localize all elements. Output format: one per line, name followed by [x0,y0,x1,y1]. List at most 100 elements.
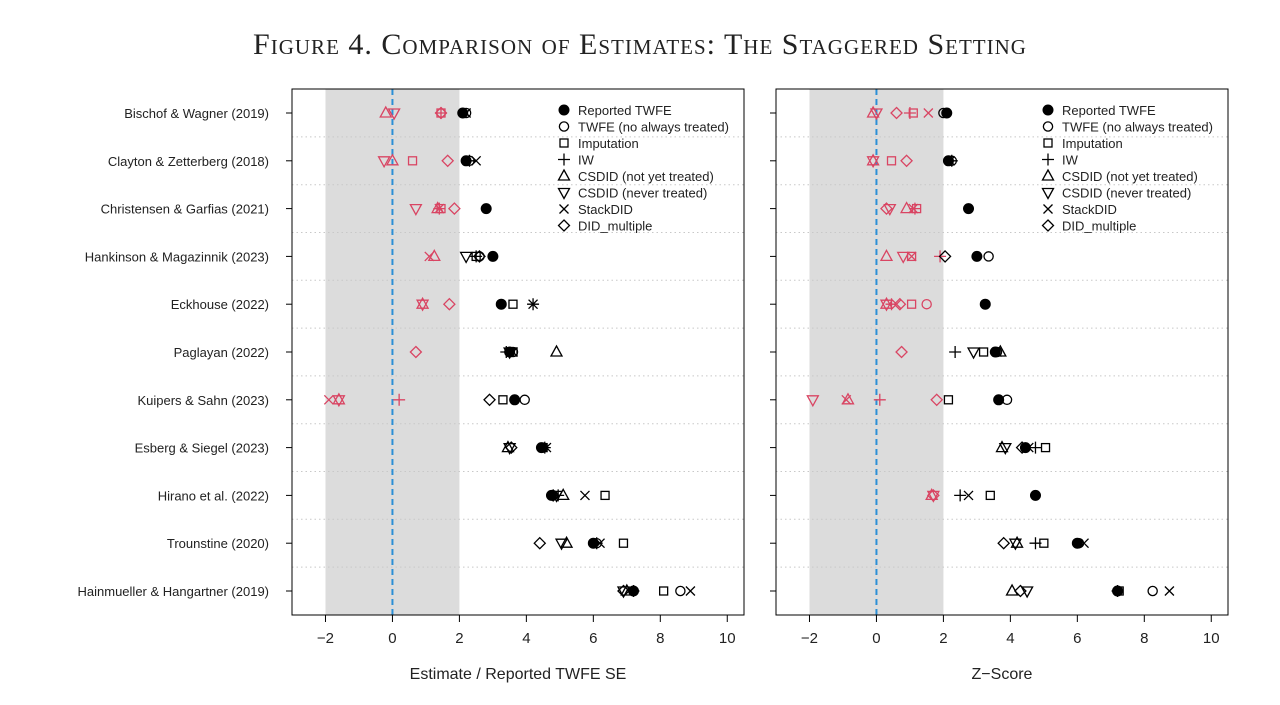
point-csdid-not-yet-treated-row-10 [559,535,574,548]
point-reported-twfe-row-5 [979,298,991,310]
point-stackdid-row-9 [963,490,974,501]
point-stackdid-row-7 [841,394,852,405]
row-label-trounstine-2020: Trounstine (2020) [167,536,269,551]
point-twfe-no-always-treated-row-3 [480,203,492,214]
point-iw-row-10 [1029,537,1042,550]
point-twfe-no-always-treated-row-5 [496,298,507,310]
point-csdid-never-treated-row-5 [415,299,430,312]
point-stackdid-row-1 [923,108,934,118]
point-csdid-not-yet-treated-row-4 [427,249,441,262]
point-imputation-row-9 [985,490,995,501]
legend-label-stackdid: StackDID [1062,202,1117,217]
point-csdid-not-yet-treated-row-6 [549,344,564,357]
point-stackdid-row-2 [945,155,956,166]
point-stackdid-row-10 [595,538,605,549]
point-did-multiple-row-8 [504,441,518,455]
point-csdid-never-treated-row-1 [387,108,401,121]
legend-label-csdid-never-treated: CSDID (never treated) [578,186,707,201]
point-did-multiple-row-4 [938,249,952,263]
point-did-multiple-row-3 [447,202,461,216]
point-imputation-row-5 [508,299,518,309]
point-iw-row-8 [538,441,551,454]
legend-label-twfe-no-always-treated: TWFE (no always treated) [578,120,729,135]
point-csdid-not-yet-treated-row-5 [879,296,894,309]
legend-marker-imputation [559,138,569,148]
point-did-multiple-row-6 [895,345,908,359]
legend-label-imputation: Imputation [578,136,639,151]
point-did-multiple-row-7 [930,393,944,407]
x-tick-label: 2 [455,630,463,647]
point-twfe-no-always-treated-row-5 [921,298,932,310]
point-twfe-no-always-treated-row-7 [519,394,530,406]
point-csdid-never-treated-row-9 [926,490,940,503]
legend-label-stackdid: StackDID [578,202,633,217]
point-iw-row-7 [393,393,406,406]
point-stackdid-row-3 [908,203,919,214]
x-tick-label: 4 [1006,630,1014,647]
point-did-multiple-row-6 [409,345,423,359]
point-stackdid-row-11 [1164,586,1175,596]
legend-marker-iw [1042,153,1054,166]
point-did-multiple-row-10 [533,536,547,550]
legend-marker-csdid-never-treated [1041,187,1055,200]
point-stackdid-row-11 [685,586,696,596]
point-stackdid-row-6 [992,347,1002,357]
panel-z-score: −2 0 2 4 6 8 10 Z−Score Reported TWFE TWFE (no al… [770,88,1229,683]
point-imputation-row-7 [943,395,954,405]
point-csdid-not-yet-treated-row-1 [866,105,880,118]
point-stackdid-row-2 [471,155,482,166]
legend-marker-reported-twfe [558,104,570,116]
point-imputation-row-11 [658,586,669,596]
point-csdid-not-yet-treated-row-11 [1005,583,1019,596]
legend-label-reported-twfe: Reported TWFE [578,103,672,118]
point-stackdid-row-1 [461,108,472,118]
point-twfe-no-always-treated-row-7 [1001,394,1013,406]
point-csdid-not-yet-treated-row-2 [385,153,400,166]
point-stackdid-row-3 [434,203,445,214]
point-reported-twfe-row-4 [971,250,983,262]
point-did-multiple-row-9 [926,488,940,502]
point-stackdid-row-9 [580,490,590,501]
point-csdid-never-treated-row-3 [883,203,897,216]
point-iw-row-4 [470,250,483,263]
legend-marker-did-multiple [557,219,571,232]
point-iw-row-2 [463,154,476,167]
legend-label-imputation: Imputation [1062,136,1123,151]
point-csdid-never-treated-row-5 [879,299,894,312]
point-stackdid-row-10 [1079,538,1089,549]
legend-label-csdid-not-yet-treated: CSDID (not yet treated) [578,169,714,184]
point-imputation-row-5 [906,299,917,309]
legend-marker-stackdid [1043,204,1053,214]
x-tick-label: 4 [522,630,530,647]
point-csdid-never-treated-row-9 [549,490,564,503]
point-iw-row-1 [434,107,447,119]
point-imputation-row-6 [978,347,989,357]
point-imputation-row-2 [886,156,897,166]
point-reported-twfe-row-4 [487,250,499,262]
point-did-multiple-row-7 [483,393,496,407]
point-iw-row-3 [908,202,921,215]
point-stackdid-row-8 [1023,442,1034,453]
x-tick-label: 10 [1203,630,1220,647]
point-csdid-never-treated-row-2 [866,156,880,169]
legend-marker-twfe-no-always-treated [558,121,570,132]
point-did-multiple-row-2 [441,154,455,168]
point-twfe-no-always-treated-row-9 [1030,490,1041,501]
point-reported-twfe-row-1 [941,107,953,119]
legend-marker-did-multiple [1041,219,1055,232]
point-stackdid-row-6 [508,347,518,357]
legend-label-iw: IW [1062,153,1079,168]
point-did-multiple-row-8 [1015,441,1029,455]
legend-label-did-multiple: DID_multiple [578,219,652,234]
row-label-clayton-zetterberg-2018: Clayton & Zetterberg (2018) [108,154,269,169]
row-label-hankinson-magazinnik-2023: Hankinson & Magazinnik (2023) [85,249,269,264]
point-csdid-never-treated-row-7 [806,395,820,408]
point-did-multiple-row-11 [1013,584,1027,598]
x-tick-label: −2 [317,630,334,647]
point-iw-row-11 [1111,585,1124,597]
figure-title: Figure 4. Comparison of Estimates: The S… [253,28,1027,61]
point-did-multiple-row-11 [617,584,630,598]
legend-marker-twfe-no-always-treated [1042,121,1054,132]
point-did-multiple-row-5 [442,297,456,311]
point-csdid-not-yet-treated-row-4 [879,249,894,262]
